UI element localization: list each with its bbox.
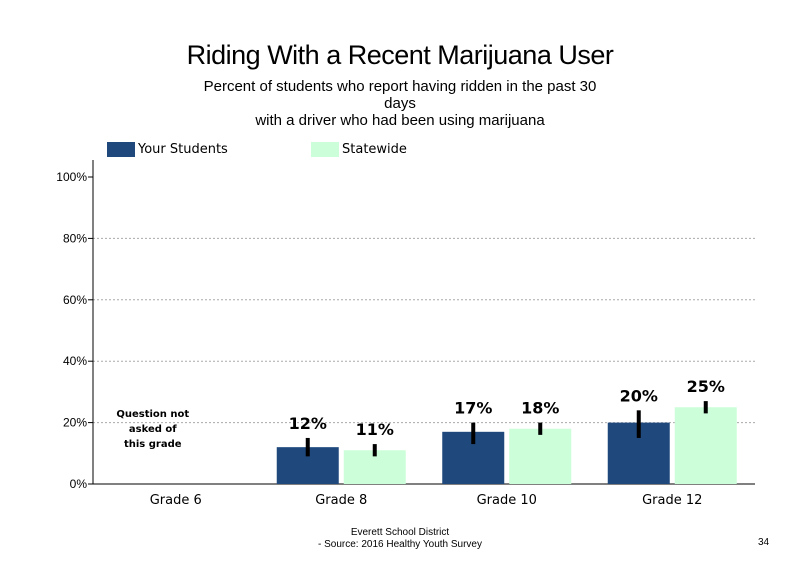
x-tick-label: Grade 10 (477, 493, 537, 508)
chart-subtitle: Percent of students who report having ri… (140, 78, 660, 129)
legend-item-statewide: Statewide (311, 141, 407, 157)
data-label: 20% (620, 386, 658, 405)
legend-item-your-students: Your Students (107, 141, 228, 157)
footer: Everett School District - Source: 2016 H… (250, 527, 550, 551)
chart-title: Riding With a Recent Marijuana User (186, 40, 614, 70)
annotation-text: asked of (129, 424, 177, 435)
footer-source: - Source: 2016 Healthy Youth Survey (318, 539, 482, 550)
data-label: 25% (687, 377, 725, 396)
x-tick-label: Grade 8 (315, 493, 367, 508)
legend-swatch-your-students (107, 141, 135, 157)
x-tick-label: Grade 6 (150, 493, 202, 508)
y-tick-label: 0% (70, 477, 88, 491)
y-tick-label: 60% (63, 293, 87, 307)
bar-statewide (674, 407, 737, 484)
bar-statewide (509, 428, 572, 484)
legend-swatch-statewide (311, 141, 339, 157)
y-tick-label: 80% (63, 231, 87, 245)
footer-district: Everett School District (350, 527, 450, 538)
data-label: 11% (356, 420, 394, 439)
subtitle-line: days (384, 95, 416, 112)
y-tick-label: 100% (56, 170, 87, 184)
subtitle-line: with a driver who had been using marijua… (255, 112, 545, 129)
data-label: 17% (454, 399, 492, 418)
data-label: 12% (289, 414, 327, 433)
annotation-text: this grade (124, 439, 182, 450)
annotation-text: Question not (116, 409, 189, 420)
y-tick-label: 20% (63, 416, 87, 430)
legend-label: Your Students (138, 141, 228, 157)
page-number: 34 (758, 537, 770, 548)
y-tick-label: 40% (63, 354, 87, 368)
legend-label: Statewide (342, 141, 407, 157)
data-label: 18% (521, 399, 559, 418)
subtitle-line: Percent of students who report having ri… (203, 78, 597, 95)
x-tick-label: Grade 12 (642, 493, 702, 508)
